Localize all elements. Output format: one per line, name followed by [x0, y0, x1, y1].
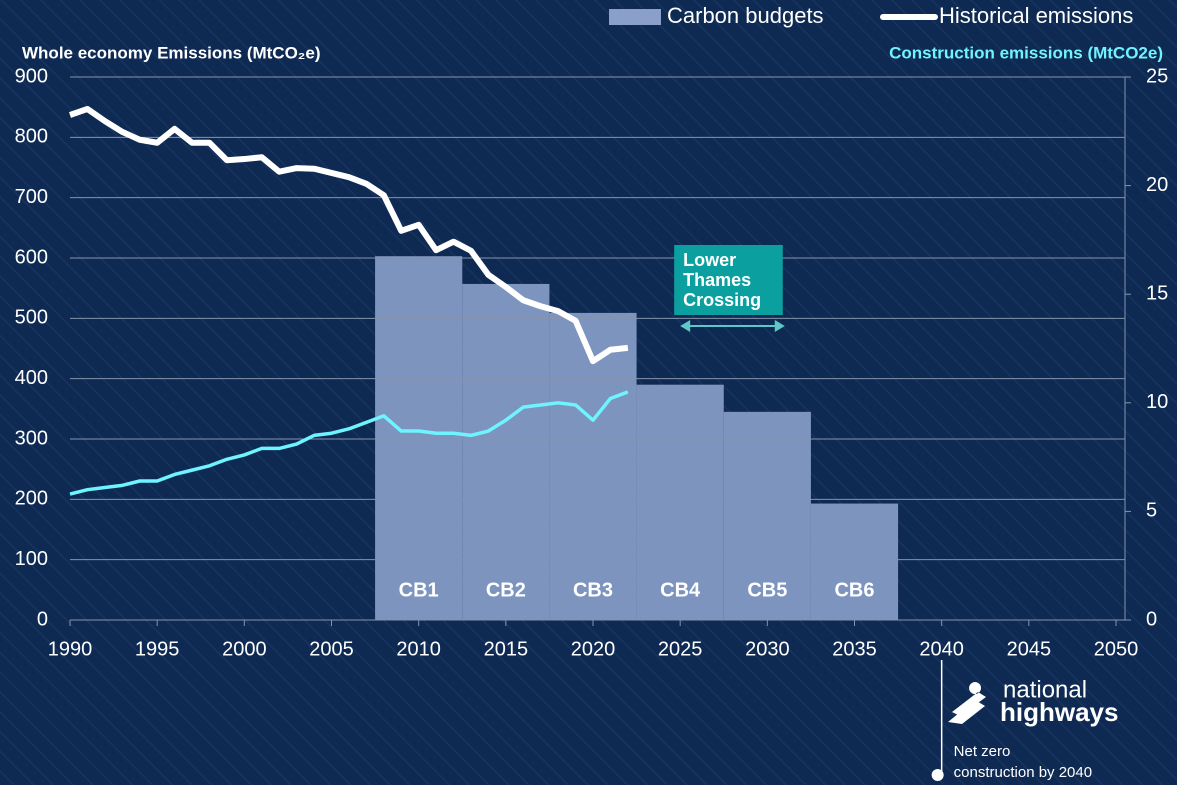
y-tick-label: 0 [37, 608, 48, 630]
x-tick-label: 2045 [1007, 638, 1052, 660]
x-tick-label: 2040 [919, 638, 964, 660]
y2-tick-label: 10 [1146, 391, 1168, 413]
x-tick-label: 2050 [1094, 638, 1139, 660]
bar-label: CB5 [747, 579, 787, 601]
x-tick-label: 2010 [396, 638, 441, 660]
x-tick-label: 1990 [48, 638, 93, 660]
y2-tick-label: 20 [1146, 174, 1168, 196]
y-tick-label: 600 [15, 246, 48, 268]
bar-label: CB2 [486, 579, 526, 601]
y2-tick-label: 5 [1146, 500, 1157, 522]
x-tick-label: 2030 [745, 638, 790, 660]
bar [723, 411, 811, 620]
legend-swatch [609, 9, 661, 25]
bar-label: CB4 [660, 579, 701, 601]
line-series [69, 390, 629, 496]
y-tick-label: 500 [15, 307, 48, 329]
y-tick-label: 300 [15, 427, 48, 449]
annotation-box [674, 245, 783, 315]
y-tick-label: 400 [15, 367, 48, 389]
annotation-text: Lower [683, 250, 736, 270]
y2-tick-label: 25 [1146, 65, 1168, 87]
x-tick-label: 2025 [658, 638, 703, 660]
legend-label: Carbon budgets [667, 3, 824, 28]
bar-label: CB3 [573, 579, 613, 601]
annotation-text: Net zero [954, 743, 1011, 760]
x-tick-label: 2020 [571, 638, 616, 660]
x-tick-label: 2005 [309, 638, 354, 660]
annotation-text: Crossing [683, 290, 761, 310]
y-tick-label: 200 [15, 488, 48, 510]
y2-axis-title: Construction emissions (MtCO2e) [889, 43, 1163, 62]
annotation-text: construction by 2040 [954, 764, 1092, 781]
logo: national highways [948, 676, 1118, 727]
y2-tick-label: 0 [1146, 608, 1157, 630]
bar [462, 283, 550, 620]
x-tick-label: 2035 [832, 638, 877, 660]
y2-tick-label: 15 [1146, 282, 1168, 304]
bar-label: CB1 [399, 579, 439, 601]
bar-label: CB6 [834, 579, 874, 601]
y-axis-title: Whole economy Emissions (MtCO₂e) [22, 43, 320, 62]
y-tick-label: 900 [15, 65, 48, 87]
y-tick-label: 100 [15, 548, 48, 570]
y-tick-label: 800 [15, 126, 48, 148]
y-tick-label: 700 [15, 186, 48, 208]
logo-text: highways [1000, 697, 1118, 727]
logo-icon [948, 682, 986, 724]
annotation-text: Thames [683, 270, 751, 290]
annotation-dot [931, 769, 944, 781]
bar [636, 384, 724, 620]
logo-text: national [1003, 676, 1087, 703]
bar [810, 503, 899, 620]
x-tick-label: 1995 [135, 638, 180, 660]
line-series [69, 105, 629, 365]
bar [375, 256, 463, 620]
x-tick-label: 2015 [484, 638, 529, 660]
x-tick-label: 2000 [222, 638, 267, 660]
legend-label: Historical emissions [939, 3, 1133, 28]
